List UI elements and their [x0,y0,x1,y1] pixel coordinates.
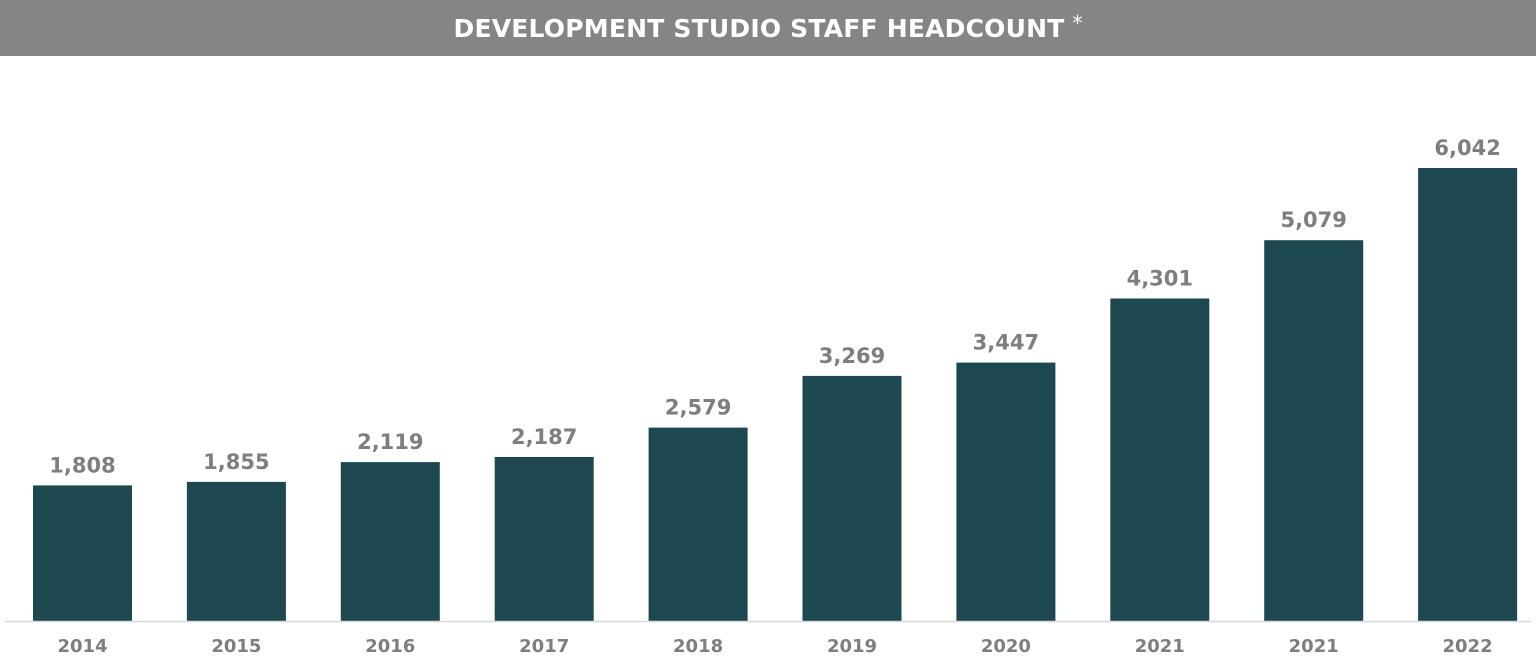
value-label: 1,855 [203,450,269,474]
value-label: 2,187 [511,425,577,449]
x-tick-label: 2022 [1443,636,1493,657]
bar-2016 [340,462,440,621]
x-tick-label: 2019 [827,636,877,657]
value-label: 3,447 [973,331,1039,355]
value-label: 2,579 [665,396,731,420]
bar-2018 [648,427,748,621]
x-tick-labels-group: 2014 2015 2016 2017 2018 2019 2020 2021 2021 2022 [57,636,1492,657]
value-label: 2,119 [357,430,423,454]
bar-2021 [1110,298,1210,621]
bar-chart: 1,808 1,855 2,119 2,187 2,579 3,269 3,447 4,301… [5,136,1531,657]
value-label: 6,042 [1434,136,1500,160]
bar-2022 [1418,168,1518,621]
bar-2020 [956,362,1056,621]
chart-title-bar: DEVELOPMENT STUDIO STAFF HEADCOUNT * [0,0,1536,56]
x-tick-label: 2021 [1289,636,1339,657]
x-tick-label: 2014 [57,636,107,657]
value-label: 3,269 [819,344,885,368]
bar-2014 [33,485,132,621]
value-labels-group: 1,808 1,855 2,119 2,187 2,579 3,269 3,447 4,301… [49,136,1501,477]
value-label: 4,301 [1127,267,1193,291]
x-tick-label: 2017 [519,636,569,657]
bar-2019 [802,375,902,621]
bar-2015 [186,481,286,621]
title-footnote-mark: * [1072,11,1083,35]
x-tick-label: 2016 [365,636,415,657]
bars-group [33,168,1518,621]
x-tick-label: 2018 [673,636,723,657]
x-tick-label: 2020 [981,636,1031,657]
value-label: 1,808 [49,453,115,477]
x-tick-label: 2015 [211,636,261,657]
x-tick-label: 2021 [1135,636,1185,657]
value-label: 5,079 [1280,208,1346,232]
bar-2017 [494,457,594,621]
chart-title: DEVELOPMENT STUDIO STAFF HEADCOUNT [453,13,1065,43]
bar-2021-b [1264,240,1364,621]
